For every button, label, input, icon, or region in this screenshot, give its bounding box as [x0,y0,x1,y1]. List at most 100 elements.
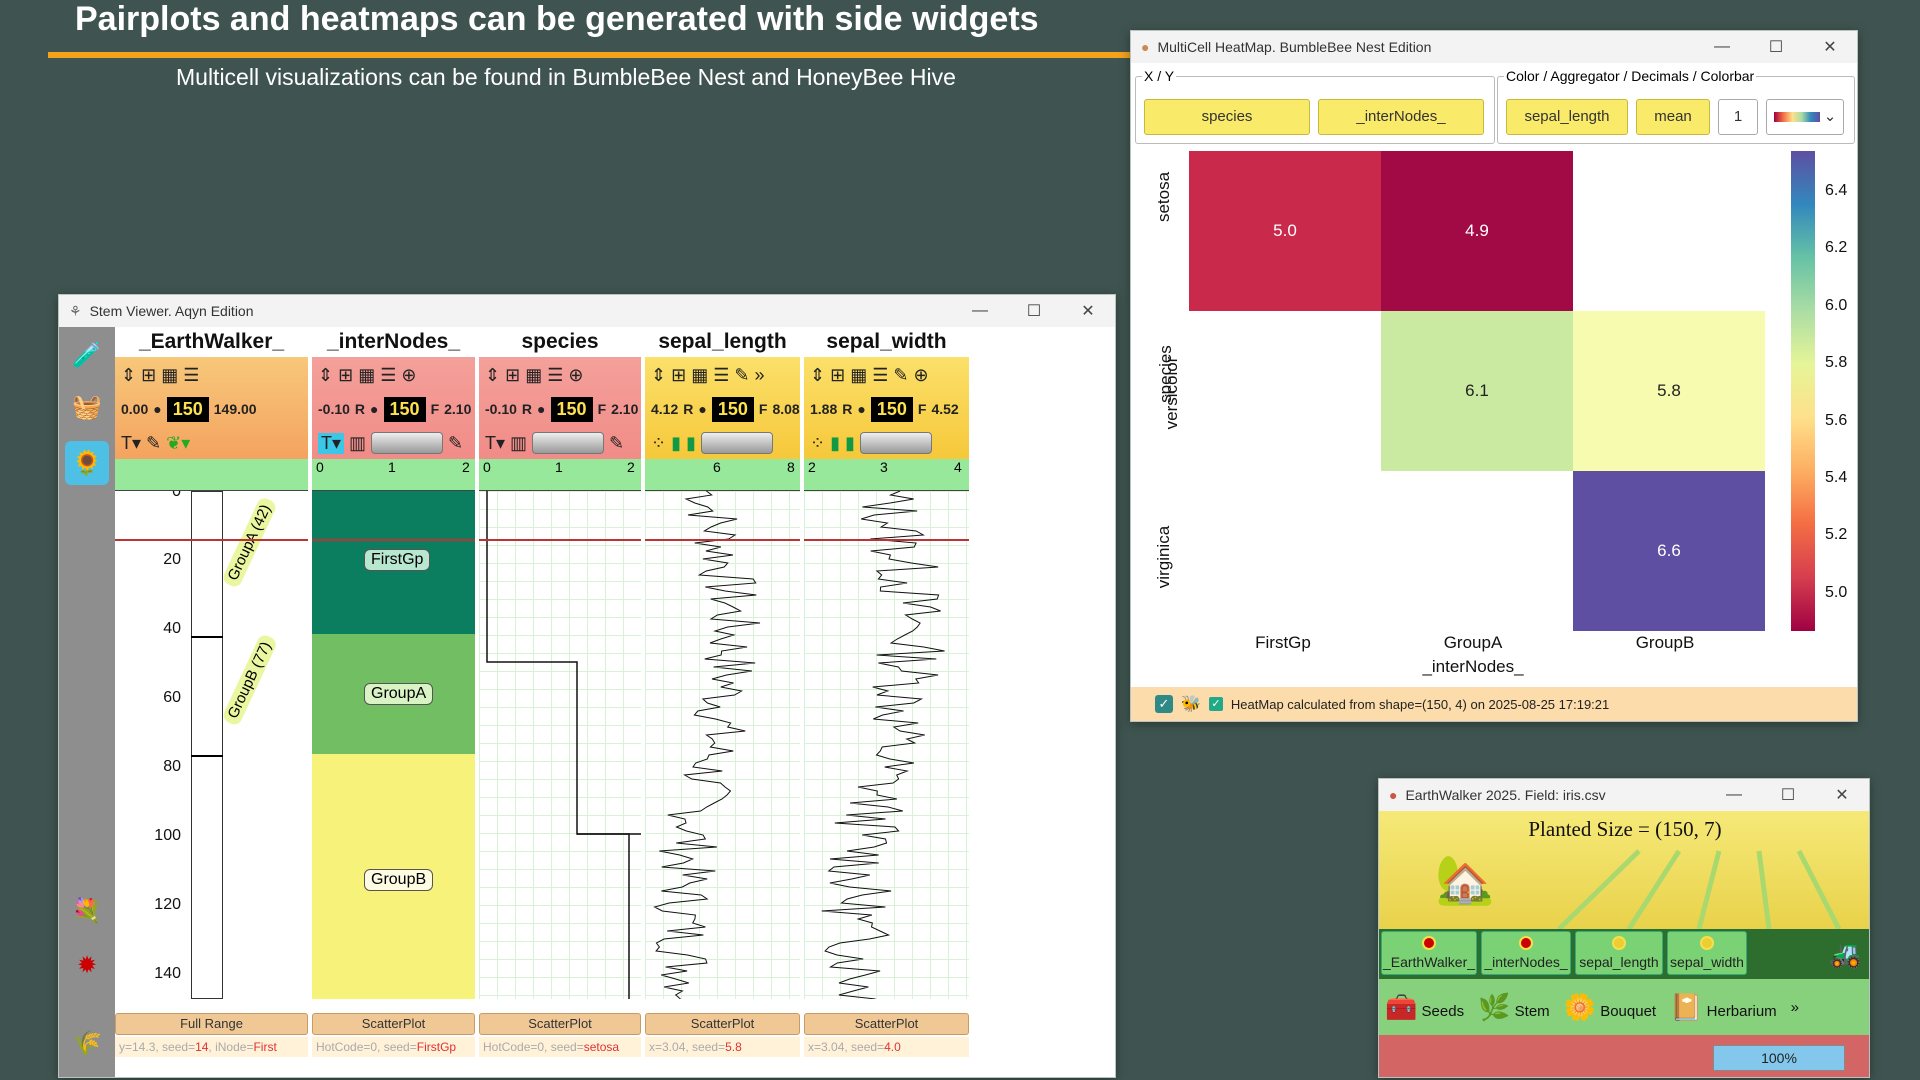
brush-icon[interactable]: ✎ [734,364,750,385]
ruler-icon[interactable]: ▥ [349,432,367,453]
f-flag[interactable]: F [597,401,607,417]
scatter-icon[interactable]: ⁘ [651,432,667,453]
close-icon[interactable]: ✕ [1081,303,1095,320]
field-button-internodes[interactable]: _interNodes_ [1481,931,1571,975]
sort-icon[interactable]: ⇕ [651,364,667,385]
filter-icon[interactable]: ⊞ [505,364,521,385]
minimize-icon[interactable]: — [972,302,988,319]
sun-icon[interactable]: ✹ [76,951,98,979]
f-flag[interactable]: F [917,401,927,417]
wheat-icon[interactable]: 🌾 [72,1029,102,1057]
target-icon[interactable]: ⊕ [401,364,417,385]
ruler-icon[interactable]: ▥ [510,432,528,453]
r-flag[interactable]: R [521,401,533,417]
scatter-icon[interactable]: ⁘ [810,432,826,453]
chart-icon[interactable]: ▦ [691,364,709,385]
flowers-icon[interactable]: 💐 [72,897,102,925]
tractor-icon[interactable]: 🚜 [1829,939,1862,969]
chart-icon[interactable]: ▦ [161,364,179,385]
opacity-slider[interactable] [371,432,444,454]
opacity-slider[interactable] [859,432,932,454]
text-tool-icon[interactable]: T▾ [485,432,506,453]
checkbox-icon[interactable]: ✓ [1155,695,1173,713]
brush-icon[interactable]: ✎ [893,364,909,385]
chart-icon[interactable]: ▦ [358,364,376,385]
chart-icon[interactable]: ▦ [850,364,868,385]
seeds-button[interactable]: 🧰 Seeds [1385,991,1465,1022]
field-button-earthwalker[interactable]: _EarthWalker_ [1381,931,1477,975]
text-tool-icon[interactable]: T▾ [318,432,345,454]
x-select[interactable]: species [1144,99,1310,135]
bee-icon[interactable]: 🐝 [1181,696,1201,713]
bouquet-button[interactable]: 🌼 Bouquet [1563,991,1657,1022]
stem-button[interactable]: 🌿 Stem [1478,991,1550,1022]
scatterplot-button[interactable]: ScatterPlot [804,1013,969,1035]
maximize-icon[interactable]: ☐ [1026,303,1042,320]
stem-viewer-titlebar[interactable]: ⚘ Stem Viewer. Aqyn Edition — ☐ ✕ [59,295,1115,327]
target-icon[interactable]: ⊕ [568,364,584,385]
brush-icon[interactable]: ✎ [448,432,464,453]
sort-icon[interactable]: ⇕ [318,364,334,385]
text-tool-icon[interactable]: T▾ [121,432,142,453]
bar-icon[interactable]: ▮ [830,432,840,453]
field-button-sepal-length[interactable]: sepal_length [1575,931,1663,975]
target-icon[interactable]: ⊕ [913,364,929,385]
r-flag[interactable]: R [842,401,853,417]
sprout-icon[interactable]: ❦▾ [166,432,191,453]
brush-icon[interactable]: ✎ [146,432,162,453]
minimize-icon[interactable]: — [1726,786,1742,803]
earthwalker-titlebar[interactable]: ● EarthWalker 2025. Field: iris.csv — ☐ … [1379,779,1869,811]
color-select[interactable]: sepal_length [1506,99,1628,135]
more-icon[interactable]: » [1790,998,1800,1016]
sunflower-icon[interactable]: 🌻 [65,441,109,485]
heatmap-titlebar[interactable]: ● MultiCell HeatMap. BumbleBee Nest Edit… [1131,31,1857,63]
bar-icon[interactable]: ▮ [845,432,855,453]
filter-icon[interactable]: ⊞ [141,364,157,385]
r-flag[interactable]: R [683,401,694,417]
close-icon[interactable]: ✕ [1823,39,1837,56]
heatmap-cell[interactable]: 6.1 [1381,311,1573,471]
filter-icon[interactable]: ⊞ [338,364,354,385]
colorbar-select[interactable]: ⌄ [1766,99,1844,135]
aggregator-select[interactable]: mean [1636,99,1710,135]
bar-icon[interactable]: ▮ [671,432,681,453]
bar-icon[interactable]: ▮ [686,432,696,453]
list-icon[interactable]: ☰ [713,364,730,385]
r-flag[interactable]: R [354,401,366,417]
sort-icon[interactable]: ⇕ [485,364,501,385]
maximize-icon[interactable]: ☐ [1780,787,1796,804]
herbarium-button[interactable]: 📔 Herbarium [1670,991,1777,1022]
filter-icon[interactable]: ⊞ [830,364,846,385]
list-icon[interactable]: ☰ [380,364,397,385]
scatterplot-button[interactable]: ScatterPlot [479,1013,641,1035]
brush-icon[interactable]: ✎ [609,432,625,453]
chart-icon[interactable]: ▦ [525,364,543,385]
bottle-icon[interactable]: 🧪 [72,341,102,369]
crate-icon[interactable]: 🧺 [72,393,102,421]
opacity-slider[interactable] [700,432,773,454]
close-icon[interactable]: ✕ [1835,787,1849,804]
opacity-slider[interactable] [532,432,605,454]
filter-icon[interactable]: ⊞ [671,364,687,385]
heatmap-cell[interactable]: 5.8 [1573,311,1765,471]
field-button-sepal-width[interactable]: sepal_width [1667,931,1747,975]
scatterplot-button[interactable]: ScatterPlot [312,1013,475,1035]
list-icon[interactable]: ☰ [547,364,564,385]
maximize-icon[interactable]: ☐ [1768,39,1784,56]
more-icon[interactable]: » [754,364,765,385]
minimize-icon[interactable]: — [1714,38,1730,55]
heatmap-cell[interactable]: 5.0 [1189,151,1381,311]
heatmap-cell[interactable]: 6.6 [1573,471,1765,631]
y-select[interactable]: _interNodes_ [1318,99,1484,135]
list-icon[interactable]: ☰ [183,364,200,385]
scatterplot-button[interactable]: ScatterPlot [645,1013,800,1035]
decimals-input[interactable]: 1 [1718,99,1758,135]
list-icon[interactable]: ☰ [872,364,889,385]
sort-icon[interactable]: ⇕ [121,364,137,385]
sort-icon[interactable]: ⇕ [810,364,826,385]
full-range-button[interactable]: Full Range [115,1013,308,1035]
f-flag[interactable]: F [430,401,440,417]
checkbox-icon[interactable]: ✓ [1208,697,1223,711]
heatmap-cell[interactable]: 4.9 [1381,151,1573,311]
f-flag[interactable]: F [758,401,768,417]
